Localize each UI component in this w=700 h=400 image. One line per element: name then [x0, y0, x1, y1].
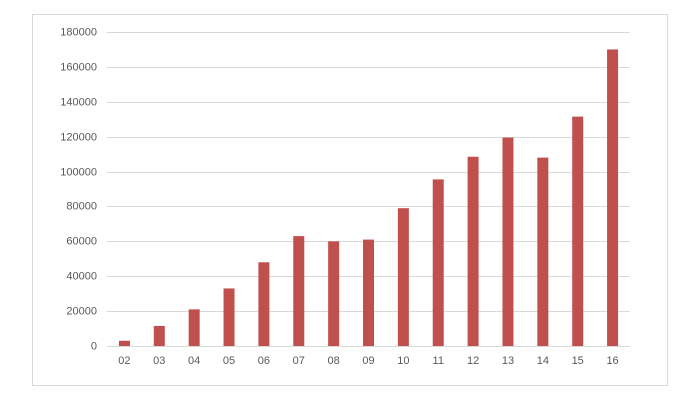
bar: [607, 49, 619, 346]
bar: [293, 236, 305, 346]
x-tick-label: 11: [433, 355, 444, 367]
x-tick-label: 16: [606, 355, 618, 367]
bar: [397, 208, 409, 346]
bar: [537, 157, 549, 346]
y-tick-label: 60000: [66, 235, 97, 247]
x-tick-label: 12: [467, 355, 479, 367]
x-tick-label: 09: [362, 355, 374, 367]
x-tick-label: 08: [328, 355, 340, 367]
y-tick-label: 140000: [60, 96, 97, 108]
y-tick-label: 180000: [60, 26, 97, 38]
x-tick-label: 05: [223, 355, 235, 367]
bar: [572, 116, 584, 346]
y-tick-label: 120000: [60, 131, 97, 143]
x-tick-label: 04: [188, 355, 200, 367]
x-tick-label: 02: [118, 355, 130, 367]
y-tick-label: 0: [91, 340, 97, 352]
x-tick-label: 15: [572, 355, 584, 367]
y-tick-label: 40000: [66, 270, 97, 282]
bar: [328, 241, 340, 346]
y-tick-label: 100000: [60, 166, 97, 178]
bar: [153, 325, 165, 346]
x-tick-label: 13: [502, 355, 514, 367]
bar: [188, 309, 200, 346]
x-tick-label: 03: [153, 355, 165, 367]
bar: [223, 288, 235, 346]
x-tick-label: 14: [537, 355, 549, 367]
bar: [432, 179, 444, 346]
y-tick-label: 160000: [60, 61, 97, 73]
x-tick-label: 06: [258, 355, 270, 367]
bar: [118, 340, 130, 346]
chart-frame: [32, 14, 668, 386]
bar: [502, 137, 514, 346]
x-tick-label: 07: [293, 355, 305, 367]
y-tick-label: 80000: [66, 200, 97, 212]
y-tick-label: 20000: [66, 305, 97, 317]
bar: [363, 239, 374, 346]
bar: [467, 156, 479, 346]
bar: [258, 262, 270, 346]
x-tick-label: 10: [397, 355, 409, 367]
